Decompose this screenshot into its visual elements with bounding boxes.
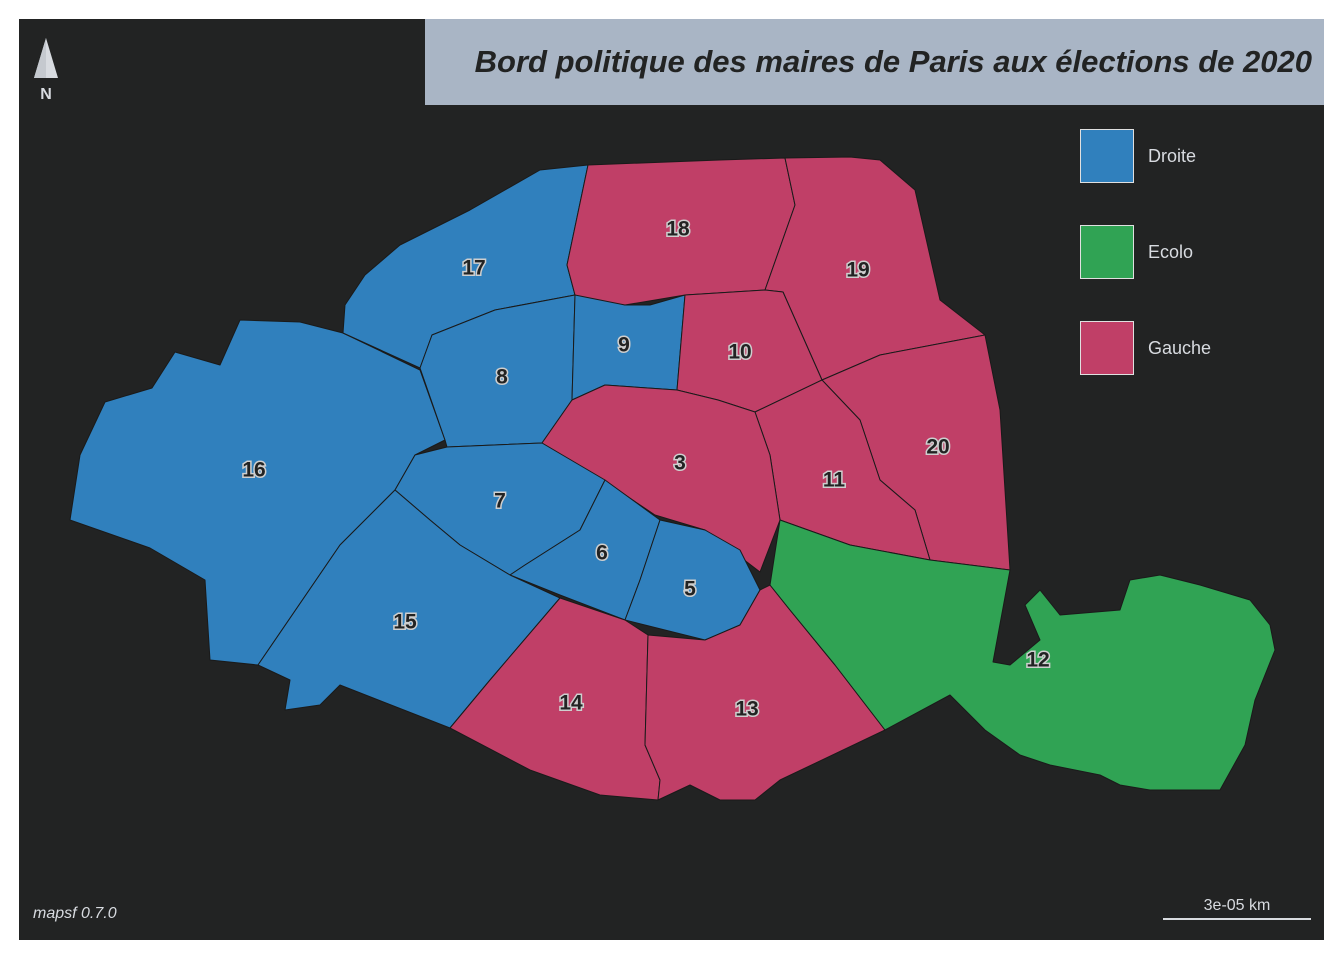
credits: mapsf 0.7.0 — [33, 905, 117, 922]
arrondissement-label-12: 12 — [1026, 649, 1049, 672]
arrondissement-12[interactable] — [769, 519, 1276, 791]
north-arrow-label: N — [40, 86, 52, 103]
map-title: Bord politique des maires de Paris aux é… — [474, 44, 1312, 79]
legend-swatch-ecolo — [1080, 225, 1134, 279]
arrondissement-labels: 3 5 6 7 8 9 10 11 12 13 14 15 16 17 18 19 20 — [241, 216, 1051, 722]
arrondissement-label-8: 8 — [496, 366, 508, 389]
arrondissement-label-13: 13 — [735, 698, 758, 721]
arrondissement-label-20: 20 — [926, 436, 949, 459]
legend-item-ecolo: Ecolo — [1080, 225, 1280, 281]
legend-label-ecolo: Ecolo — [1148, 242, 1194, 262]
arrondissement-label-10: 10 — [728, 341, 751, 364]
title-box: Bord politique des maires de Paris aux é… — [425, 19, 1324, 105]
arrondissement-label-14: 14 — [559, 692, 583, 715]
legend-swatch-gauche — [1080, 321, 1134, 375]
north-arrow-icon — [34, 38, 58, 78]
legend-item-droite: Droite — [1080, 129, 1280, 185]
arrondissement-label-6: 6 — [596, 542, 608, 565]
arrondissement-polygons — [69, 156, 1276, 801]
arrondissement-label-11: 11 — [823, 469, 846, 492]
legend-item-gauche: Gauche — [1080, 321, 1280, 377]
scale-bar-label: 3e-05 km — [1203, 897, 1271, 914]
legend-label-gauche: Gauche — [1148, 338, 1212, 358]
arrondissement-3[interactable] — [541, 384, 781, 573]
scale-bar — [1163, 918, 1311, 920]
legend-label-droite: Droite — [1148, 146, 1197, 166]
arrondissement-13[interactable] — [644, 584, 886, 801]
arrondissement-label-3: 3 — [674, 452, 686, 475]
legend-swatch-droite — [1080, 129, 1134, 183]
arrondissement-label-19: 19 — [846, 259, 869, 282]
arrondissement-15[interactable] — [257, 489, 561, 729]
arrondissement-label-7: 7 — [494, 490, 506, 513]
arrondissement-label-16: 16 — [242, 459, 265, 482]
arrondissement-label-5: 5 — [684, 578, 696, 601]
arrondissement-label-9: 9 — [618, 334, 630, 357]
arrondissement-label-18: 18 — [666, 218, 690, 241]
arrondissement-label-17: 17 — [462, 257, 485, 280]
arrondissement-label-15: 15 — [393, 611, 417, 634]
